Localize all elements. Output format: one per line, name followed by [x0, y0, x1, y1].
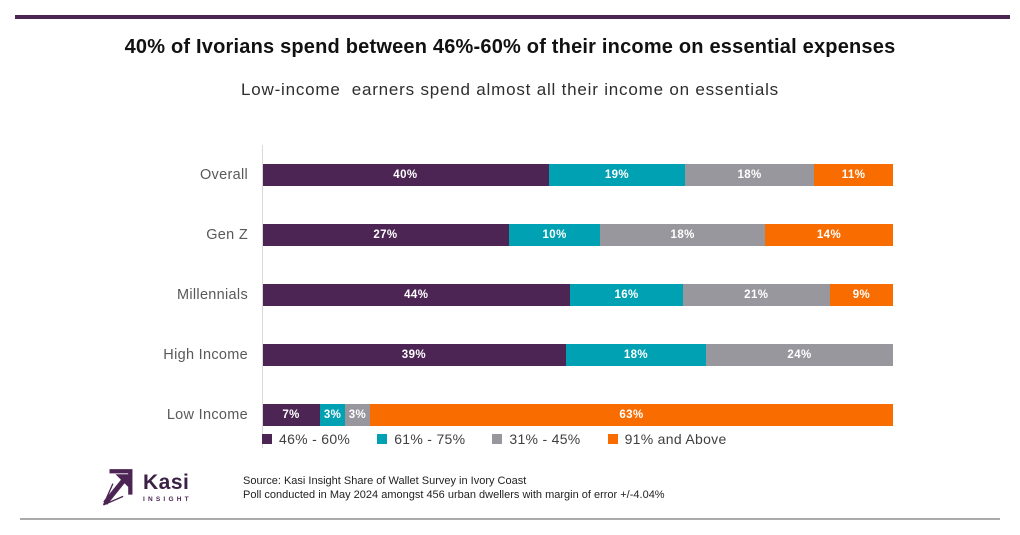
bar-row: Low Income 7% 3% 3% 63% [150, 385, 893, 445]
bar-segment-label: 24% [787, 349, 812, 361]
logo-name: Kasi [143, 470, 190, 494]
y-axis-line [262, 145, 263, 448]
source-line-2: Poll conducted in May 2024 amongst 456 u… [243, 489, 665, 501]
legend-swatch [492, 434, 503, 444]
category-label: Low Income [166, 407, 248, 423]
bar-segment: 10% [508, 224, 601, 246]
bar-segment: 3% [320, 404, 346, 426]
legend-swatch [377, 434, 388, 444]
bar-segment: 21% [682, 284, 830, 306]
logo-subtitle: INSIGHT [143, 495, 192, 503]
bar-row: High Income 39% 18% 24% [150, 325, 893, 385]
chart-title: 40% of Ivorians spend between 46%-60% of… [124, 36, 896, 58]
bar-segment-label: 9% [852, 289, 871, 301]
stacked-bar-chart: Overall 40% 19% 18% 11% Gen Z 27% 10% 18% 14% Mill… [150, 145, 893, 448]
bar-segment: 3% [345, 404, 370, 426]
bar-segment: 40% [262, 164, 549, 186]
bar-segment: 18% [565, 344, 707, 366]
top-divider [15, 15, 1010, 19]
source-line-1: Source: Kasi Insight Share of Wallet Sur… [243, 475, 527, 487]
category-label: Overall [199, 167, 248, 183]
bar-segment-label: 3% [323, 409, 342, 421]
bar-segment: 27% [262, 224, 509, 246]
bottom-divider [20, 518, 1000, 520]
legend-label: 46% - 60% [279, 431, 351, 447]
bar-segment: 19% [548, 164, 686, 186]
bar-segment: 39% [262, 344, 566, 366]
bar-segment-label: 14% [816, 229, 842, 241]
arrow-logo-icon [102, 469, 133, 506]
legend-item: 31% - 45% [492, 431, 580, 447]
source-note: Source: Kasi Insight Share of Wallet Sur… [243, 474, 665, 502]
bar-segment: 63% [369, 404, 893, 426]
bar-stack: 27% 10% 18% 14% [262, 224, 893, 246]
bar-stack: 7% 3% 3% 63% [262, 404, 893, 426]
bar-segment-label: 3% [348, 409, 367, 421]
legend-swatch [262, 434, 272, 444]
chart-subtitle: Low-income earners spend almost all thei… [241, 80, 779, 99]
legend-item: 91% and Above [607, 431, 727, 447]
bar-segment: 44% [262, 284, 571, 306]
bar-segment: 18% [685, 164, 815, 186]
bar-segment: 11% [814, 164, 893, 186]
category-label: Millennials [177, 287, 248, 303]
bar-row: Millennials 44% 16% 21% 9% [150, 265, 893, 325]
category-label: High Income [163, 347, 248, 363]
logo-text: Kasi INSIGHT [143, 470, 192, 503]
legend-label: 91% and Above [624, 431, 727, 447]
bar-segment-label: 44% [404, 289, 429, 301]
bar-segment-label: 27% [373, 229, 398, 241]
bar-segment-label: 10% [542, 229, 567, 241]
bar-segment-label: 19% [604, 169, 630, 181]
category-label: Gen Z [206, 227, 248, 243]
bar-segment: 9% [829, 284, 893, 306]
chart-legend: 46% - 60% 61% - 75% 31% - 45% 91% and Above [262, 431, 727, 447]
bar-segment-label: 18% [670, 229, 695, 241]
bar-row: Gen Z 27% 10% 18% 14% [150, 205, 893, 265]
bar-segment: 18% [600, 224, 765, 246]
chart-rows: Overall 40% 19% 18% 11% Gen Z 27% 10% 18% 14% Mill… [150, 145, 893, 445]
bar-segment: 16% [570, 284, 683, 306]
bar-segment: 14% [764, 224, 893, 246]
bar-segment-label: 39% [401, 349, 427, 361]
bar-segment-label: 18% [737, 169, 762, 181]
legend-label: 31% - 45% [509, 431, 581, 447]
bar-segment-label: 18% [623, 349, 649, 361]
bar-segment-label: 40% [393, 169, 418, 181]
bar-segment-label: 7% [282, 409, 300, 421]
bar-segment-label: 11% [841, 169, 866, 181]
kasi-insight-logo: Kasi INSIGHT [101, 468, 192, 506]
bar-stack: 39% 18% 24% [262, 344, 893, 366]
bar-row: Overall 40% 19% 18% 11% [150, 145, 893, 205]
legend-label: 61% - 75% [394, 431, 466, 447]
bar-segment: 24% [706, 344, 893, 366]
legend-item: 46% - 60% [262, 431, 350, 447]
bar-segment-label: 16% [614, 289, 639, 301]
legend-swatch [607, 434, 618, 444]
bar-segment-label: 21% [744, 289, 769, 301]
bar-stack: 44% 16% 21% 9% [262, 284, 893, 306]
bar-stack: 40% 19% 18% 11% [262, 164, 893, 186]
legend-item: 61% - 75% [377, 431, 465, 447]
bar-segment: 7% [262, 404, 321, 426]
bar-segment-label: 63% [619, 409, 644, 421]
